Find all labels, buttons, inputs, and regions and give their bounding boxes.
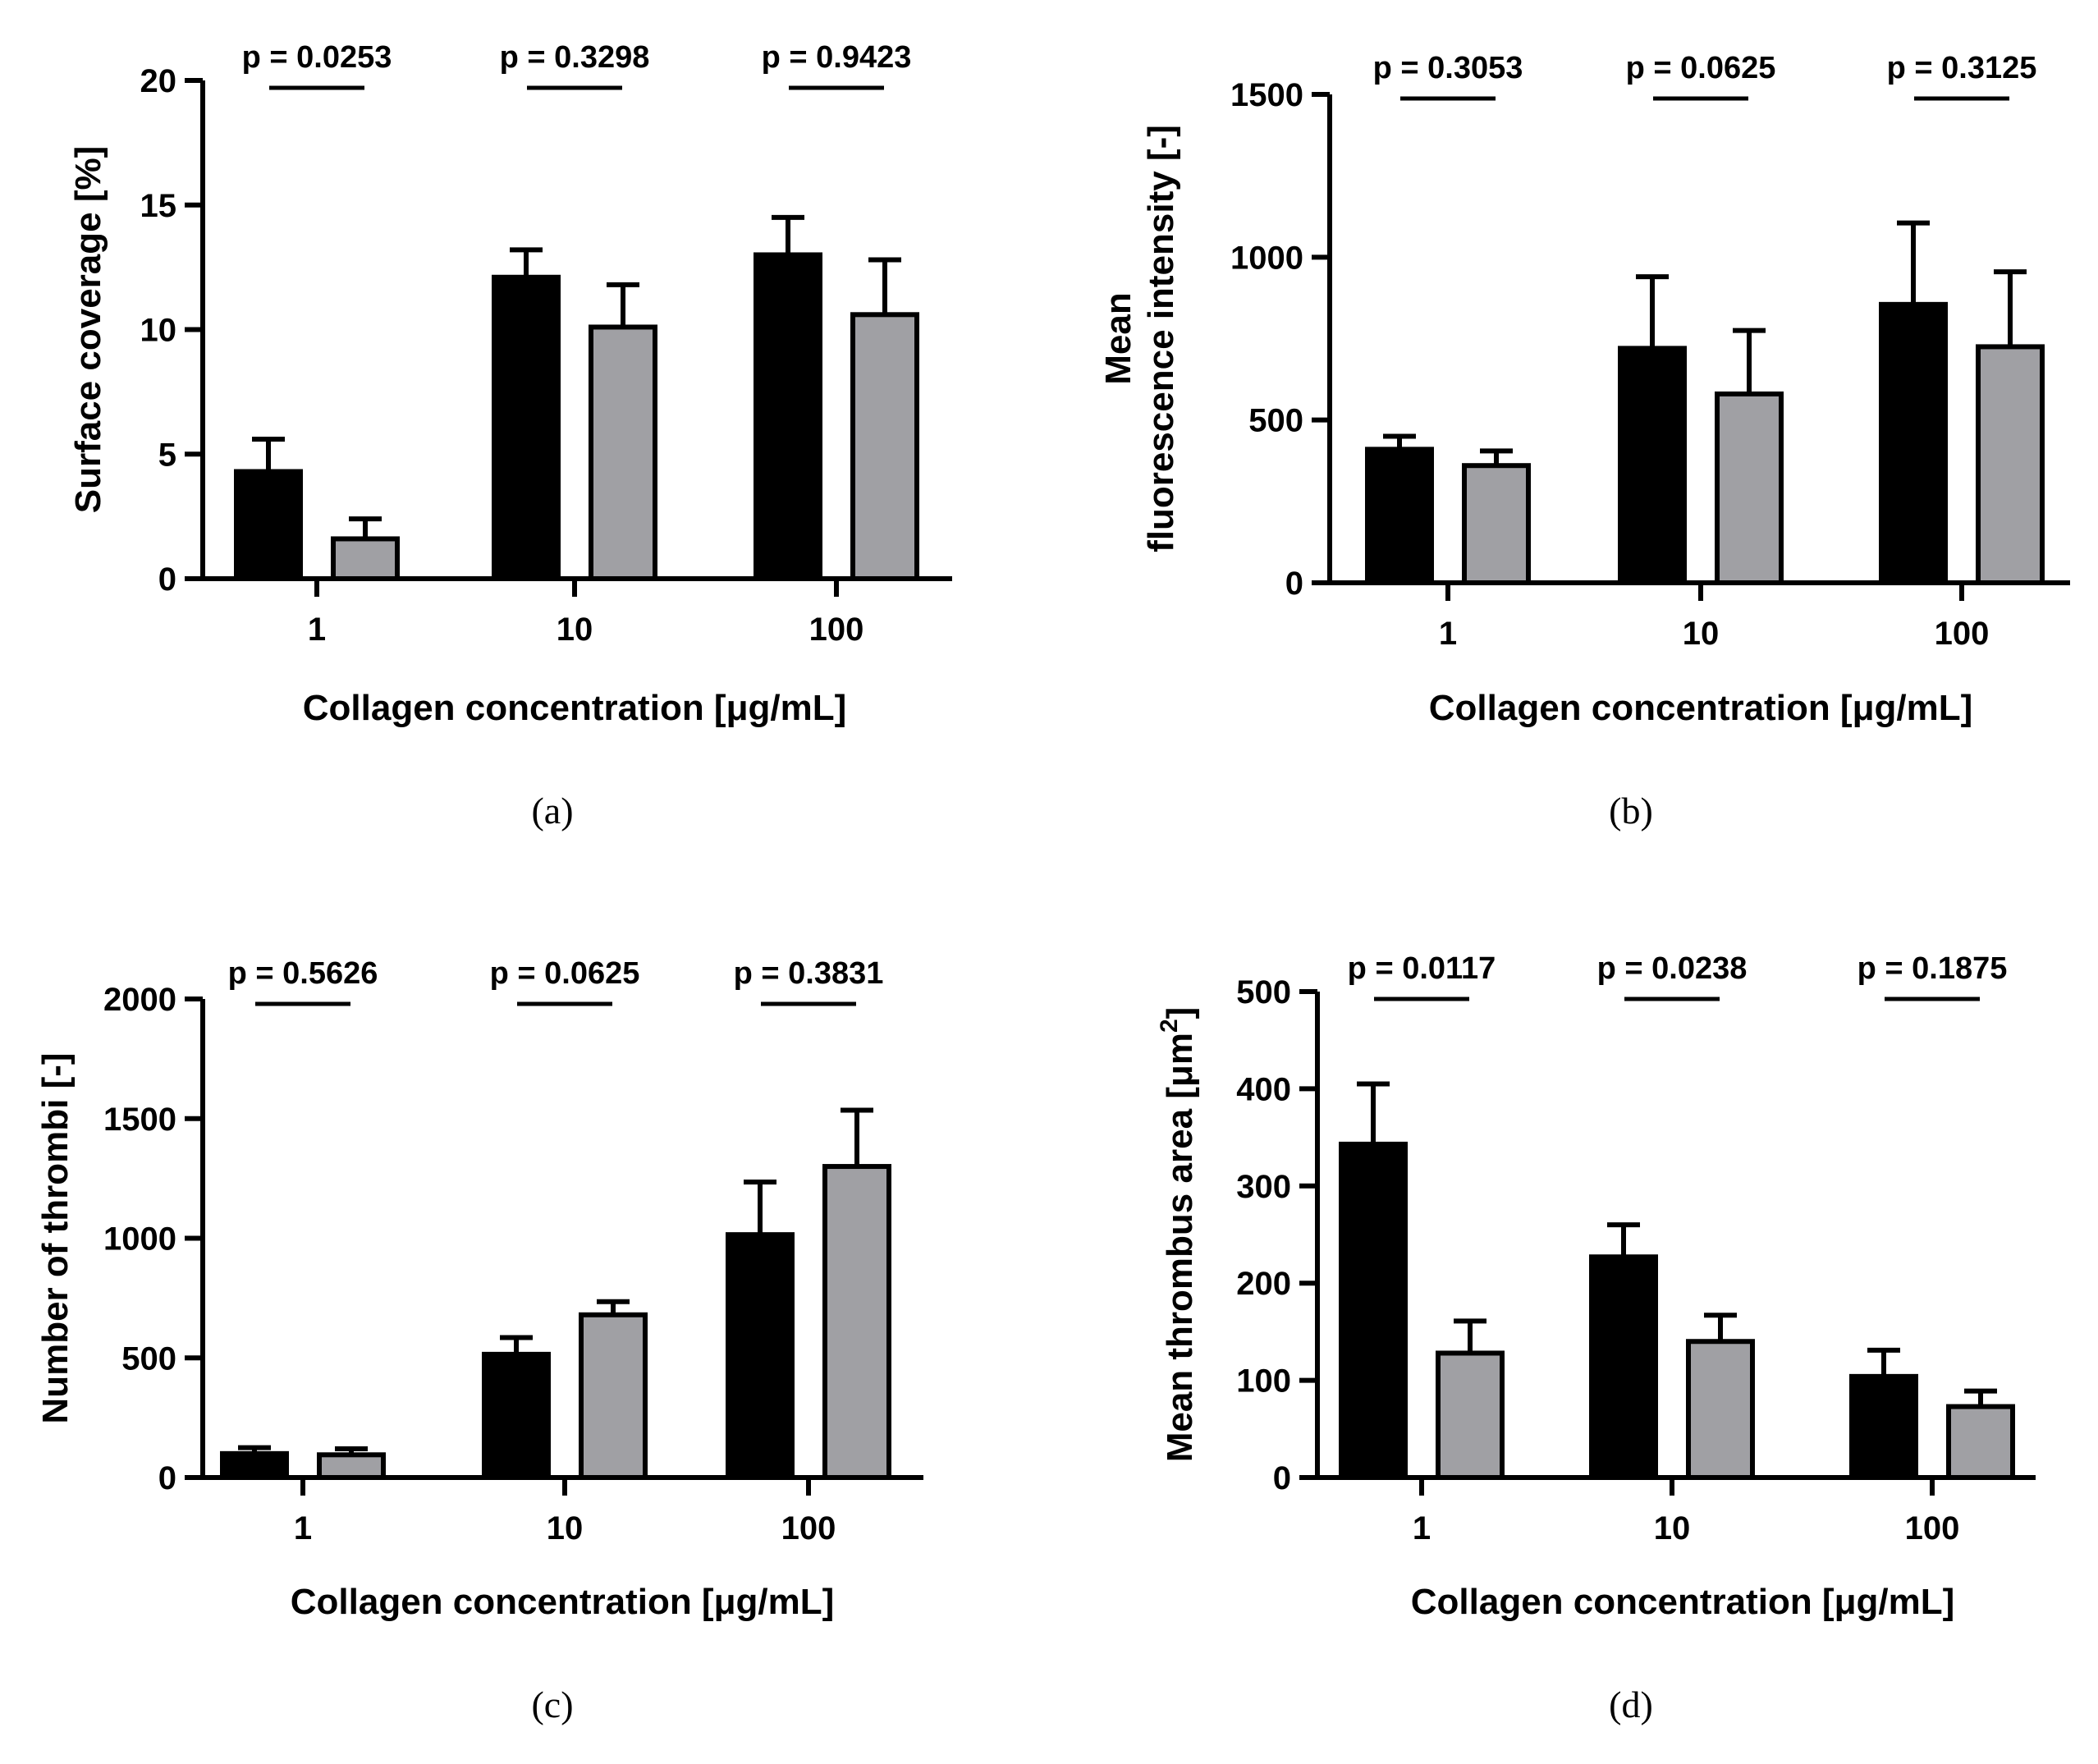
- bar-series1-cat-1: [234, 469, 303, 581]
- bar-series1-cat-100: [1879, 301, 1948, 585]
- bar-series2-cat-100: [850, 312, 919, 581]
- bar-series1-cat-1: [1339, 1141, 1408, 1480]
- chart-panel-4: 1 p = 0.0117 10 p = 0.0238 100 p = 0.1875 0 100…: [1156, 951, 2036, 1725]
- x-tick-label: 10: [557, 612, 593, 648]
- y-tick-label: 0: [1273, 1460, 1291, 1496]
- bar-series1-cat-10: [1589, 1254, 1658, 1481]
- bar-series2-cat-1: [317, 1452, 386, 1480]
- y-tick-label: 200: [1236, 1266, 1291, 1302]
- y-tick-label: 10: [140, 313, 177, 349]
- y-tick-label: 1000: [1230, 240, 1303, 276]
- y-tick-label: 20: [140, 63, 177, 99]
- y-axis-title-line: Mean: [1098, 292, 1138, 384]
- y-axis-title-line: Number of thrombi [-]: [35, 1052, 76, 1423]
- y-tick-label: 500: [1236, 974, 1291, 1010]
- y-tick-label: 0: [158, 561, 176, 598]
- bar-series1-cat-10: [482, 1351, 551, 1480]
- x-tick-label: 10: [1683, 616, 1720, 652]
- y-tick-label: 5: [158, 437, 176, 473]
- p-value-label: p = 0.5626: [228, 956, 378, 991]
- bar-series1-cat-100: [754, 252, 822, 581]
- bar-series2-cat-100: [1946, 1404, 2015, 1480]
- bar-series2-cat-1: [1462, 463, 1531, 586]
- y-axis-title: Mean thrombus area [μm2]: [1156, 1007, 1200, 1463]
- p-value-label: p = 0.0117: [1348, 951, 1496, 986]
- panel-label: (a): [531, 790, 573, 832]
- p-value-label: p = 0.3298: [500, 40, 650, 75]
- bar-series1-cat-100: [1849, 1373, 1918, 1481]
- y-axis-title-superscript: 2: [1156, 1019, 1183, 1033]
- y-axis-title: Meanfluorescence intensity [-]: [1098, 125, 1181, 552]
- x-axis-title: Collagen concentration [μg/mL]: [291, 1582, 835, 1622]
- bar-series2-cat-10: [589, 324, 657, 581]
- y-tick-label: 400: [1236, 1071, 1291, 1107]
- panel-label: (b): [1609, 790, 1653, 832]
- y-tick-label: 100: [1236, 1363, 1291, 1400]
- bar-series1-cat-1: [220, 1450, 289, 1480]
- p-value-label: p = 0.0253: [242, 40, 392, 75]
- chart-panel-1: 1 p = 0.0253 10 p = 0.3298 100 p = 0.9423 0 5 10…: [68, 40, 952, 832]
- y-tick-label: 0: [1285, 566, 1303, 602]
- bar-series2-cat-10: [579, 1312, 648, 1481]
- bar-series2-cat-100: [1976, 344, 2045, 585]
- p-value-label: p = 0.0625: [1626, 51, 1776, 85]
- y-tick-label: 15: [140, 188, 177, 224]
- panel-label: (d): [1609, 1684, 1653, 1725]
- bar-series1-cat-1: [1365, 447, 1434, 585]
- x-axis-title: Collagen concentration [μg/mL]: [303, 688, 847, 728]
- p-value-label: p = 0.3125: [1887, 51, 2037, 85]
- x-tick-label: 1: [1413, 1510, 1431, 1546]
- x-tick-label: 1: [308, 612, 326, 648]
- p-value-label: p = 0.3053: [1373, 51, 1523, 85]
- panel-label: (c): [531, 1684, 573, 1725]
- bar-series1-cat-100: [726, 1232, 795, 1480]
- x-axis-title: Collagen concentration [μg/mL]: [1411, 1582, 1955, 1622]
- y-axis-title-line: Mean thrombus area [μm: [1160, 1033, 1200, 1462]
- bar-series1-cat-10: [492, 274, 561, 581]
- y-axis-title: Surface coverage [%]: [68, 146, 108, 514]
- x-tick-label: 1: [1439, 616, 1457, 652]
- x-tick-label: 1: [294, 1510, 312, 1546]
- x-tick-label: 10: [547, 1510, 584, 1546]
- y-axis-title-line: fluorescence intensity [-]: [1141, 125, 1181, 552]
- x-axis-title: Collagen concentration [μg/mL]: [1429, 688, 1973, 728]
- y-tick-label: 300: [1236, 1169, 1291, 1205]
- p-value-label: p = 0.0238: [1597, 951, 1748, 986]
- p-value-label: p = 0.1875: [1858, 951, 2008, 986]
- p-value-label: p = 0.9423: [762, 40, 912, 75]
- x-tick-label: 100: [1935, 616, 1990, 652]
- bar-series2-cat-1: [331, 536, 400, 582]
- y-tick-label: 1000: [103, 1221, 176, 1258]
- bar-series2-cat-100: [822, 1164, 891, 1481]
- y-tick-label: 2000: [103, 982, 176, 1018]
- y-tick-label: 1500: [1230, 77, 1303, 113]
- chart-panel-3: 1 p = 0.5626 10 p = 0.0625 100 p = 0.3831 0 500…: [35, 956, 923, 1725]
- chart-panel-2: 1 p = 0.3053 10 p = 0.0625 100 p = 0.3125 0 500…: [1098, 51, 2070, 832]
- bar-series1-cat-10: [1618, 346, 1687, 585]
- x-tick-label: 100: [781, 1510, 836, 1546]
- bar-series2-cat-10: [1715, 391, 1784, 585]
- y-tick-label: 1500: [103, 1102, 176, 1138]
- y-axis-title-line: Surface coverage [%]: [68, 146, 108, 514]
- y-axis-title-close: ]: [1160, 1007, 1200, 1019]
- x-tick-label: 100: [809, 612, 864, 648]
- y-tick-label: 0: [158, 1460, 176, 1496]
- x-tick-label: 100: [1905, 1510, 1960, 1546]
- p-value-label: p = 0.0625: [490, 956, 640, 991]
- bar-series2-cat-1: [1436, 1350, 1505, 1480]
- y-tick-label: 500: [1248, 403, 1303, 439]
- y-axis-title: Number of thrombi [-]: [35, 1052, 76, 1423]
- p-value-label: p = 0.3831: [734, 956, 884, 991]
- x-tick-label: 10: [1654, 1510, 1691, 1546]
- bar-series2-cat-10: [1686, 1339, 1755, 1480]
- y-tick-label: 500: [121, 1340, 176, 1377]
